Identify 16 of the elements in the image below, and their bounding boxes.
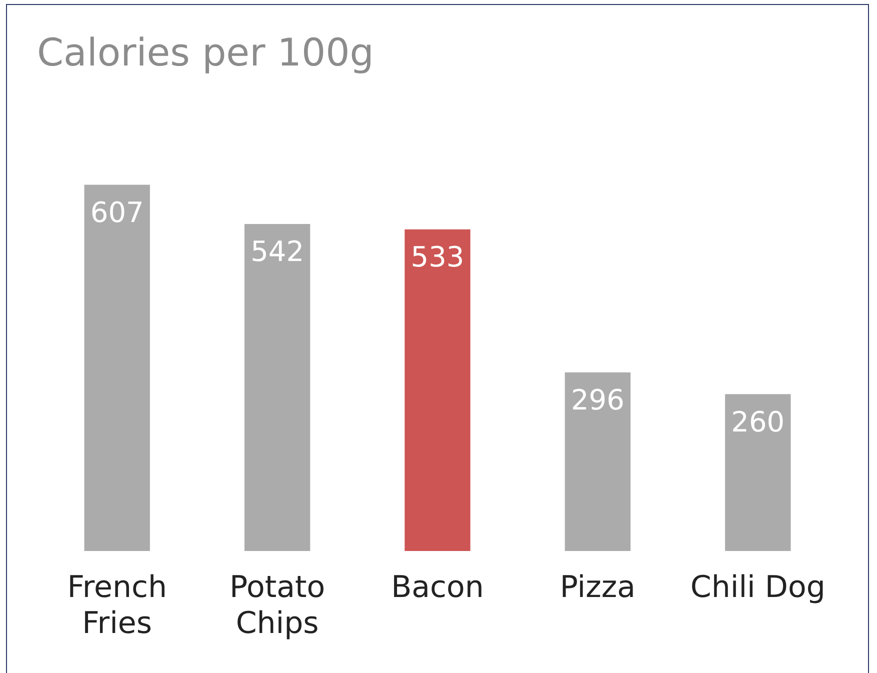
bar [725, 394, 791, 551]
x-tick-label: Chili Dog [690, 570, 826, 605]
data-label: 542 [250, 235, 304, 268]
x-tick-label: Bacon [391, 570, 484, 605]
x-tick-label: Pizza [560, 570, 636, 605]
x-tick-label: Potato Chips [229, 570, 326, 641]
data-label: 533 [410, 240, 464, 274]
bar [244, 224, 310, 551]
chart-title: Calories per 100g [37, 30, 374, 75]
bar [84, 184, 150, 551]
x-tick-label: French Fries [67, 570, 167, 641]
data-label: 260 [731, 405, 785, 438]
data-label: 607 [90, 196, 144, 229]
bar [404, 229, 470, 551]
data-label: 296 [570, 384, 624, 417]
bar [564, 372, 631, 551]
